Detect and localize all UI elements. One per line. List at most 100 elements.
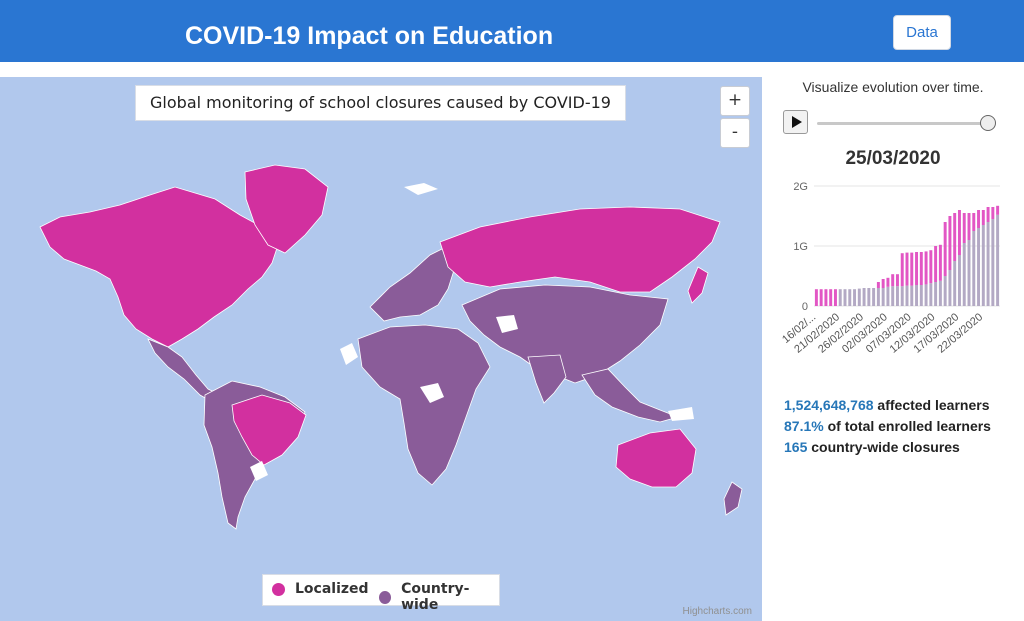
- stat-enrolled-share: 87.1% of total enrolled learners: [784, 416, 991, 437]
- bar-localized: [953, 213, 957, 261]
- bar-country-wide: [934, 282, 938, 306]
- bar-country-wide: [948, 270, 952, 306]
- bar-country-wide: [857, 288, 861, 306]
- legend-label: Country-wide: [401, 581, 470, 613]
- bar-localized: [824, 289, 828, 306]
- map-region-brazil[interactable]: [231, 394, 307, 466]
- stat-value: 165: [784, 439, 808, 455]
- bar-country-wide: [919, 285, 923, 306]
- bar-localized: [829, 289, 833, 306]
- bar-localized: [977, 210, 981, 228]
- y-tick-label: 0: [802, 301, 808, 313]
- bar-localized: [957, 210, 961, 255]
- bar-country-wide: [843, 289, 847, 306]
- bar-country-wide: [938, 280, 942, 306]
- bar-country-wide: [972, 231, 976, 306]
- bar-country-wide: [986, 222, 990, 306]
- map-region-new-zealand[interactable]: [723, 481, 743, 516]
- y-tick-label: 1G: [793, 241, 808, 253]
- bar-localized: [919, 252, 923, 285]
- data-button[interactable]: Data: [893, 15, 951, 50]
- bar-localized: [881, 279, 885, 288]
- play-icon[interactable]: [783, 110, 808, 134]
- bar-localized: [996, 205, 1000, 215]
- stats-summary: 1,524,648,768 affected learners 87.1% of…: [784, 395, 991, 458]
- bar-country-wide: [867, 288, 871, 306]
- legend-item-country-wide[interactable]: Country-wide: [379, 581, 499, 613]
- legend-dot-country-wide: [379, 590, 392, 604]
- map-region-africa[interactable]: [357, 324, 491, 486]
- map-legend: Localized Country-wide: [262, 574, 500, 613]
- bar-country-wide: [953, 261, 957, 306]
- bar-localized: [814, 289, 818, 306]
- y-tick-label: 2G: [793, 181, 808, 193]
- stat-label: country-wide closures: [807, 439, 960, 455]
- stat-label: of total enrolled learners: [823, 418, 991, 434]
- bar-country-wide: [943, 276, 947, 306]
- timeline-panel: Visualize evolution over time. 25/03/202…: [762, 62, 1024, 621]
- bar-country-wide: [991, 219, 995, 306]
- bar-country-wide: [886, 286, 890, 306]
- bar-country-wide: [929, 283, 933, 306]
- world-map[interactable]: [0, 77, 762, 621]
- bar-localized: [981, 210, 985, 225]
- bar-country-wide: [924, 284, 928, 306]
- bar-localized: [972, 213, 976, 231]
- map-region-north-america[interactable]: [39, 186, 279, 348]
- bar-localized: [833, 289, 837, 306]
- bar-country-wide: [848, 289, 852, 306]
- bar-country-wide: [838, 289, 842, 306]
- map-region-russia[interactable]: [439, 206, 721, 293]
- bar-country-wide: [981, 225, 985, 306]
- map-region-japan[interactable]: [687, 266, 709, 304]
- bar-localized: [948, 216, 952, 270]
- bar-localized: [876, 282, 880, 288]
- zoom-out-button[interactable]: -: [720, 118, 750, 148]
- timeline-caption: Visualize evolution over time.: [802, 79, 984, 95]
- app-header: COVID-19 Impact on Education Data: [0, 0, 1024, 62]
- bar-localized: [910, 252, 914, 286]
- map-region-asia[interactable]: [461, 284, 669, 384]
- bar-localized: [986, 207, 990, 222]
- bar-country-wide: [881, 288, 885, 306]
- timeline-slider-thumb[interactable]: [980, 115, 996, 131]
- bar-localized: [991, 207, 995, 219]
- bar-localized: [967, 213, 971, 240]
- map-region-europe[interactable]: [369, 244, 456, 322]
- map-region-southeast-asia[interactable]: [581, 368, 680, 423]
- zoom-in-button[interactable]: +: [720, 86, 750, 116]
- map-title: Global monitoring of school closures cau…: [135, 85, 626, 121]
- bar-localized: [900, 253, 904, 287]
- evolution-chart: 01G2G16/02/...21/02/202026/02/202002/03/…: [780, 181, 1000, 356]
- stat-label: affected learners: [873, 397, 990, 413]
- stat-country-closures: 165 country-wide closures: [784, 437, 991, 458]
- stat-affected-learners: 1,524,648,768 affected learners: [784, 395, 991, 416]
- map-region-greenland[interactable]: [244, 164, 329, 254]
- bar-country-wide: [895, 286, 899, 306]
- current-date: 25/03/2020: [845, 148, 941, 169]
- highcharts-credits[interactable]: Highcharts.com: [682, 606, 752, 617]
- bar-country-wide: [872, 288, 876, 306]
- bar-country-wide: [853, 289, 857, 306]
- bar-localized: [905, 252, 909, 286]
- bar-country-wide: [905, 285, 909, 306]
- legend-item-localized[interactable]: Localized: [272, 581, 369, 597]
- bar-country-wide: [910, 285, 914, 306]
- bar-localized: [915, 252, 919, 285]
- legend-label: Localized: [295, 581, 369, 597]
- bar-localized: [891, 274, 895, 287]
- bar-localized: [929, 250, 933, 284]
- map-region-india[interactable]: [527, 354, 567, 404]
- bar-country-wide: [900, 286, 904, 306]
- bar-localized: [938, 244, 942, 281]
- bar-country-wide: [996, 214, 1000, 306]
- map-panel[interactable]: Global monitoring of school closures cau…: [0, 77, 762, 621]
- bar-country-wide: [862, 288, 866, 306]
- timeline-slider-track[interactable]: [817, 122, 982, 125]
- legend-dot-localized: [272, 582, 285, 596]
- map-region-australia[interactable]: [615, 428, 697, 488]
- app-title: COVID-19 Impact on Education: [185, 22, 554, 50]
- bar-localized: [943, 222, 947, 276]
- bar-country-wide: [957, 255, 961, 306]
- bar-country-wide: [962, 243, 966, 306]
